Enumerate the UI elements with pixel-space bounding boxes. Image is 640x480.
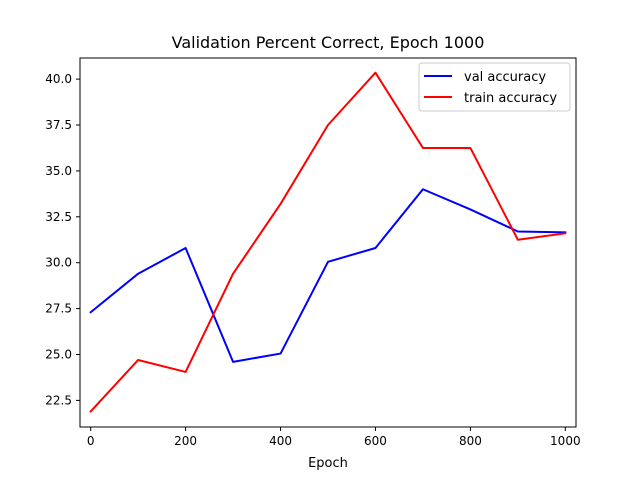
series-line-train-accuracy: [89, 71, 567, 413]
x-axis: 0 200 400 600 800 1000: [87, 427, 581, 448]
x-tick-label: 0: [87, 434, 95, 448]
y-tick-label: 35.0: [45, 164, 72, 178]
series-line-val-accuracy: [89, 188, 567, 363]
y-tick-label: 37.5: [45, 118, 72, 132]
y-tick-label: 30.0: [45, 256, 72, 270]
chart-title: Validation Percent Correct, Epoch 1000: [172, 33, 485, 52]
x-tick-label: 800: [459, 434, 482, 448]
y-tick-label: 32.5: [45, 210, 72, 224]
x-tick-label: 400: [269, 434, 292, 448]
legend-label-train-accuracy: train accuracy: [464, 91, 557, 106]
y-tick-label: 22.5: [45, 393, 72, 407]
x-tick-label: 600: [364, 434, 387, 448]
series-layer: [89, 71, 567, 413]
legend-frame: [418, 62, 571, 112]
legend: val accuracy train accuracy: [418, 62, 571, 112]
legend-label-val-accuracy: val accuracy: [464, 70, 546, 85]
y-tick-label: 25.0: [45, 347, 72, 361]
y-tick-label: 40.0: [45, 72, 72, 86]
x-tick-label: 1000: [550, 434, 581, 448]
y-tick-label: 27.5: [45, 302, 72, 316]
y-axis: 22.5 25.0 27.5 30.0 32.5 35.0 37.5 40.0: [45, 72, 80, 407]
x-tick-label: 200: [174, 434, 197, 448]
plot-frame: [79, 57, 577, 428]
x-axis-label: Epoch: [308, 456, 348, 471]
